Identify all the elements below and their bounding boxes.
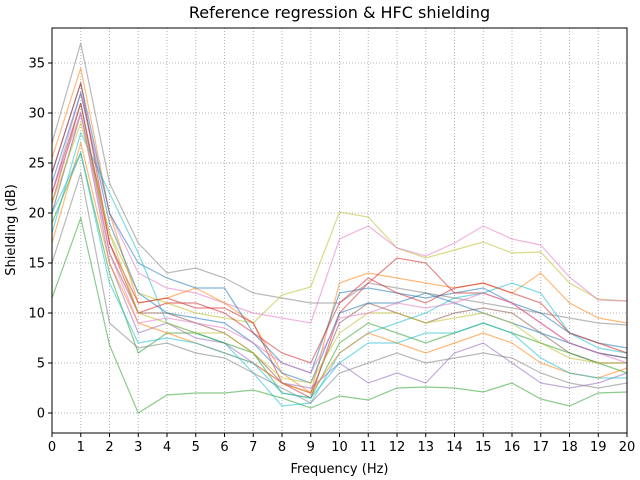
x-tick-label: 4 xyxy=(163,440,171,455)
y-tick-label: 25 xyxy=(28,157,45,172)
series-line-13 xyxy=(51,82,628,364)
x-axis: 0 1 2 3 4 5 6 7 8 9 10 11 12 13 14 15 16 17 18 19 20 xyxy=(48,433,635,455)
y-tick-label: 0 xyxy=(37,407,45,422)
series-line-12 xyxy=(51,140,628,394)
y-axis: 0 5 10 15 20 25 30 35 xyxy=(28,57,52,422)
x-tick-label: 7 xyxy=(249,440,257,455)
x-tick-label: 14 xyxy=(446,440,463,455)
series-lines xyxy=(51,42,628,414)
x-tick-label: 0 xyxy=(48,440,56,455)
series-line-17 xyxy=(51,110,628,374)
x-tick-label: 17 xyxy=(532,440,549,455)
x-tick-label: 11 xyxy=(360,440,377,455)
series-line-15 xyxy=(51,120,627,384)
series-line-7 xyxy=(51,131,628,407)
x-tick-label: 19 xyxy=(590,440,607,455)
y-tick-label: 35 xyxy=(28,57,45,72)
y-tick-label: 5 xyxy=(37,357,45,372)
y-tick-label: 10 xyxy=(28,307,45,322)
series-line-2 xyxy=(51,110,628,324)
x-tick-label: 8 xyxy=(278,440,286,455)
series-line-1 xyxy=(51,215,628,414)
x-tick-label: 3 xyxy=(134,440,142,455)
y-tick-label: 20 xyxy=(28,207,45,222)
x-tick-label: 1 xyxy=(77,440,85,455)
x-tick-label: 2 xyxy=(105,440,113,455)
x-tick-label: 20 xyxy=(619,440,636,455)
x-tick-label: 9 xyxy=(307,440,315,455)
series-line-9 xyxy=(51,102,627,394)
grid xyxy=(51,28,628,433)
series-line-14 xyxy=(51,172,628,404)
x-tick-label: 16 xyxy=(504,440,521,455)
y-tick-label: 15 xyxy=(28,257,45,272)
x-tick-label: 13 xyxy=(417,440,434,455)
series-line-3 xyxy=(51,90,628,324)
series-line-11 xyxy=(51,90,628,384)
x-axis-label: Frequency (Hz) xyxy=(290,462,388,477)
x-tick-label: 15 xyxy=(475,440,492,455)
y-tick-label: 30 xyxy=(28,107,45,122)
series-line-16 xyxy=(51,151,627,399)
x-tick-label: 5 xyxy=(192,440,200,455)
chart-title: Reference regression & HFC shielding xyxy=(189,3,490,22)
x-tick-label: 10 xyxy=(331,440,348,455)
y-axis-label: Shielding (dB) xyxy=(4,184,19,276)
x-tick-label: 12 xyxy=(389,440,406,455)
series-line-5 xyxy=(51,80,628,374)
x-tick-label: 6 xyxy=(220,440,228,455)
x-tick-label: 18 xyxy=(561,440,578,455)
